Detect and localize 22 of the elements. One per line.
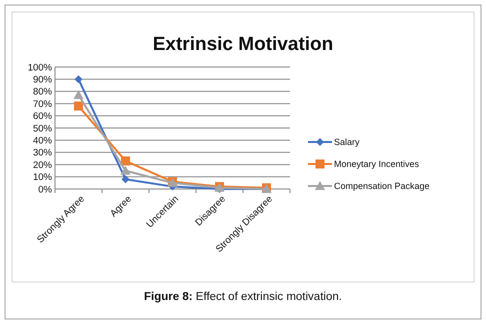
point (120, 166, 130, 175)
y-tick-label: 30% (32, 148, 53, 159)
legend-label: Moneytary Incentives (334, 159, 420, 170)
y-tick-label: 90% (32, 74, 53, 86)
caption: Figure 8: Effect of extrinsic motivation. (144, 291, 342, 303)
y-tick-label: 50% (32, 123, 53, 134)
chart-title: Extrinsic Motivation (152, 34, 334, 55)
point (74, 90, 84, 100)
legend-label: Salary (334, 137, 360, 148)
y-tick-label: 70% (32, 98, 53, 110)
point (122, 175, 130, 184)
y-tick-label: 0% (38, 184, 53, 196)
point (74, 102, 83, 111)
point (74, 75, 82, 84)
y-tick-label: 100% (28, 62, 53, 74)
y-tick-label: 10% (32, 172, 53, 184)
y-tick-label: 40% (32, 136, 53, 147)
y-tick-label: 20% (32, 160, 53, 171)
legend-label: Compensation Package (334, 181, 430, 192)
y-tick-label: 60% (32, 111, 53, 122)
point (121, 156, 130, 166)
y-tick-label: 80% (32, 86, 53, 98)
